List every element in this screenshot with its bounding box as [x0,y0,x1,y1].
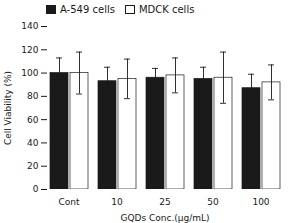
svg-text:Cont: Cont [58,197,79,207]
svg-text:25: 25 [159,197,170,207]
svg-text:20: 20 [27,161,39,171]
svg-text:80: 80 [27,91,39,101]
svg-text:10: 10 [111,197,123,207]
svg-text:0: 0 [33,184,39,194]
svg-text:50: 50 [207,197,219,207]
svg-text:60: 60 [27,115,39,125]
svg-text:GQDs Conc.(μg/mL): GQDs Conc.(μg/mL) [120,213,209,223]
svg-text:40: 40 [27,138,39,148]
html-text:MDCK cells: MDCK cells [138,3,195,15]
svg-text:Cell Viability (%): Cell Viability (%) [3,71,13,145]
svg-text:140: 140 [21,21,38,31]
svg-text:120: 120 [21,45,38,55]
svg-text:100: 100 [252,197,269,207]
html-text:A-549 cells: A-549 cells [60,3,115,15]
svg-text:100: 100 [21,68,38,78]
